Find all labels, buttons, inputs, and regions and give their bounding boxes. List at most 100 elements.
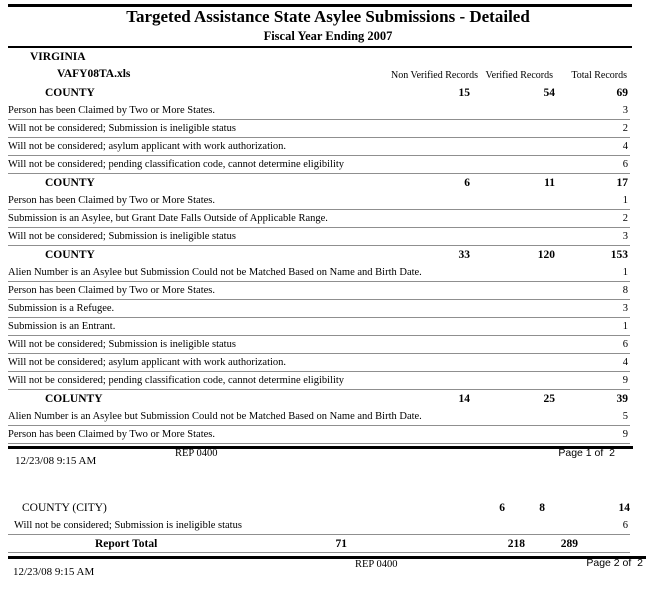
file-header-row: VAFY08TA.xls Non Verified Records Verifi… (8, 66, 630, 82)
table-row-detail: Alien Number is an Asylee but Submission… (8, 408, 630, 426)
table-row-detail: Person has been Claimed by Two or More S… (8, 102, 630, 120)
page1-timestamp: 12/23/08 9:15 AM (15, 455, 97, 467)
page1-page-number: Page 1 of 2 (558, 447, 615, 459)
row-label: Submission is an Asylee, but Grant Date … (8, 213, 328, 224)
cell-total: 5 (622, 411, 628, 422)
page2-report-id: REP 0400 (355, 559, 398, 570)
table-row-detail: Person has been Claimed by Two or More S… (8, 282, 630, 300)
row-label: COUNTY (45, 87, 95, 99)
cell-total: 39 (616, 393, 629, 405)
row-label: Will not be considered; pending classifi… (8, 375, 345, 386)
table-row-detail: Will not be considered; Submission is in… (8, 120, 630, 138)
cell-non-verified: 33 (458, 249, 471, 261)
table-row-detail: Will not be considered; Submission is in… (8, 517, 630, 535)
table-page1: COUNTY 15 54 69 Person has been Claimed by T… (8, 84, 630, 444)
table-row-detail: Submission is an Asylee, but Grant Date … (8, 210, 630, 228)
cell-total: 153 (610, 249, 628, 261)
table-row-detail: Submission is an Entrant. 1 (8, 318, 630, 336)
cell-total: 4 (622, 357, 628, 368)
row-label: Will not be considered; Submission is in… (14, 520, 242, 531)
cell-total: 2 (622, 213, 628, 224)
cell-non-verified: 15 (458, 87, 471, 99)
page2-page-number: Page 2 of 2 (586, 557, 643, 569)
table-row-group: COUNTY 6 11 17 (8, 174, 630, 192)
cell-verified: 11 (544, 177, 555, 189)
row-label: Person has been Claimed by Two or More S… (8, 105, 215, 116)
page2-end-rule (8, 556, 646, 559)
table-row-detail: Alien Number is an Asylee but Submission… (8, 264, 630, 282)
cell-total: 289 (560, 538, 578, 550)
cell-total: 6 (622, 520, 628, 531)
cell-total: 6 (622, 159, 628, 170)
header-rule (8, 46, 632, 48)
row-label: COUNTY (45, 249, 95, 261)
row-label: Submission is an Entrant. (8, 321, 116, 332)
cell-non-verified: 71 (335, 538, 348, 550)
cell-total: 3 (622, 231, 628, 242)
report-title: Targeted Assistance State Asylee Submiss… (126, 7, 530, 26)
top-rule (8, 4, 632, 7)
cell-verified: 54 (543, 87, 556, 99)
row-label: Submission is a Refugee. (8, 303, 115, 314)
state-name: VIRGINIA (30, 51, 86, 63)
row-label: Alien Number is an Asylee but Submission… (8, 267, 422, 278)
row-label: Person has been Claimed by Two or More S… (8, 195, 215, 206)
table-row-detail: Person has been Claimed by Two or More S… (8, 192, 630, 210)
page2-footer: 12/23/08 9:15 AM REP 0400 Page 2 of 2 (0, 556, 656, 586)
cell-total: 69 (616, 87, 629, 99)
column-header-total: Total Records (571, 70, 627, 81)
table-row-detail: Will not be considered; pending classifi… (8, 156, 630, 174)
column-header-verified: Verified Records (485, 70, 553, 81)
table-row-total: Report Total 71 218 289 (8, 535, 630, 553)
cell-total: 3 (622, 105, 628, 116)
cell-non-verified: 6 (464, 177, 470, 189)
cell-total: 1 (622, 321, 628, 332)
page2-timestamp: 12/23/08 9:15 AM (13, 566, 95, 578)
row-label: Person has been Claimed by Two or More S… (8, 285, 215, 296)
column-header-non-verified: Non Verified Records (390, 70, 478, 81)
page1-end-rule (8, 446, 633, 449)
table-row-detail: Person has been Claimed by Two or More S… (8, 426, 630, 444)
row-label: Will not be considered; Submission is in… (8, 123, 236, 134)
table-row-detail: Submission is a Refugee. 3 (8, 300, 630, 318)
table-row-detail: Will not be considered; Submission is in… (8, 228, 630, 246)
table-row-detail: Will not be considered; Submission is in… (8, 336, 630, 354)
cell-verified: 8 (539, 502, 545, 514)
row-label: Will not be considered; asylum applicant… (8, 357, 287, 368)
page1-footer: 12/23/08 9:15 AM REP 0400 Page 1 of 2 (0, 446, 656, 476)
row-label: COLUNTY (45, 393, 103, 405)
cell-total: 8 (622, 285, 628, 296)
cell-total: 9 (622, 429, 628, 440)
table-row-group2: COUNTY (CITY) 6 8 14 (8, 499, 630, 517)
row-label: COUNTY (45, 177, 95, 189)
row-label: COUNTY (CITY) (22, 502, 107, 514)
cell-total: 14 (618, 502, 631, 514)
table-row-group: COUNTY 33 120 153 (8, 246, 630, 264)
cell-verified: 120 (537, 249, 555, 261)
table-page2: COUNTY (CITY) 6 8 14 Will not be considered;… (8, 499, 630, 553)
cell-total: 9 (622, 375, 628, 386)
row-label: Person has been Claimed by Two or More S… (8, 429, 215, 440)
row-label: Will not be considered; pending classifi… (8, 159, 345, 170)
row-label: Will not be considered; asylum applicant… (8, 141, 287, 152)
table-row-detail: Will not be considered; pending classifi… (8, 372, 630, 390)
file-name: VAFY08TA.xls (57, 68, 131, 80)
cell-verified: 25 (543, 393, 556, 405)
cell-non-verified: 6 (499, 502, 505, 514)
cell-total: 6 (622, 339, 628, 350)
cell-non-verified: 14 (458, 393, 471, 405)
cell-total: 17 (616, 177, 629, 189)
table-row-detail: Will not be considered; asylum applicant… (8, 138, 630, 156)
row-label: Will not be considered; Submission is in… (8, 339, 236, 350)
cell-total: 1 (622, 195, 628, 206)
page1-report-id: REP 0400 (175, 448, 218, 459)
table-row-detail: Will not be considered; asylum applicant… (8, 354, 630, 372)
row-label: Alien Number is an Asylee but Submission… (8, 411, 422, 422)
cell-total: 1 (622, 267, 628, 278)
cell-total: 4 (622, 141, 628, 152)
table-row-group: COLUNTY 14 25 39 (8, 390, 630, 408)
row-label: Will not be considered; Submission is in… (8, 231, 236, 242)
cell-total: 3 (622, 303, 628, 314)
row-label: Report Total (95, 538, 158, 550)
